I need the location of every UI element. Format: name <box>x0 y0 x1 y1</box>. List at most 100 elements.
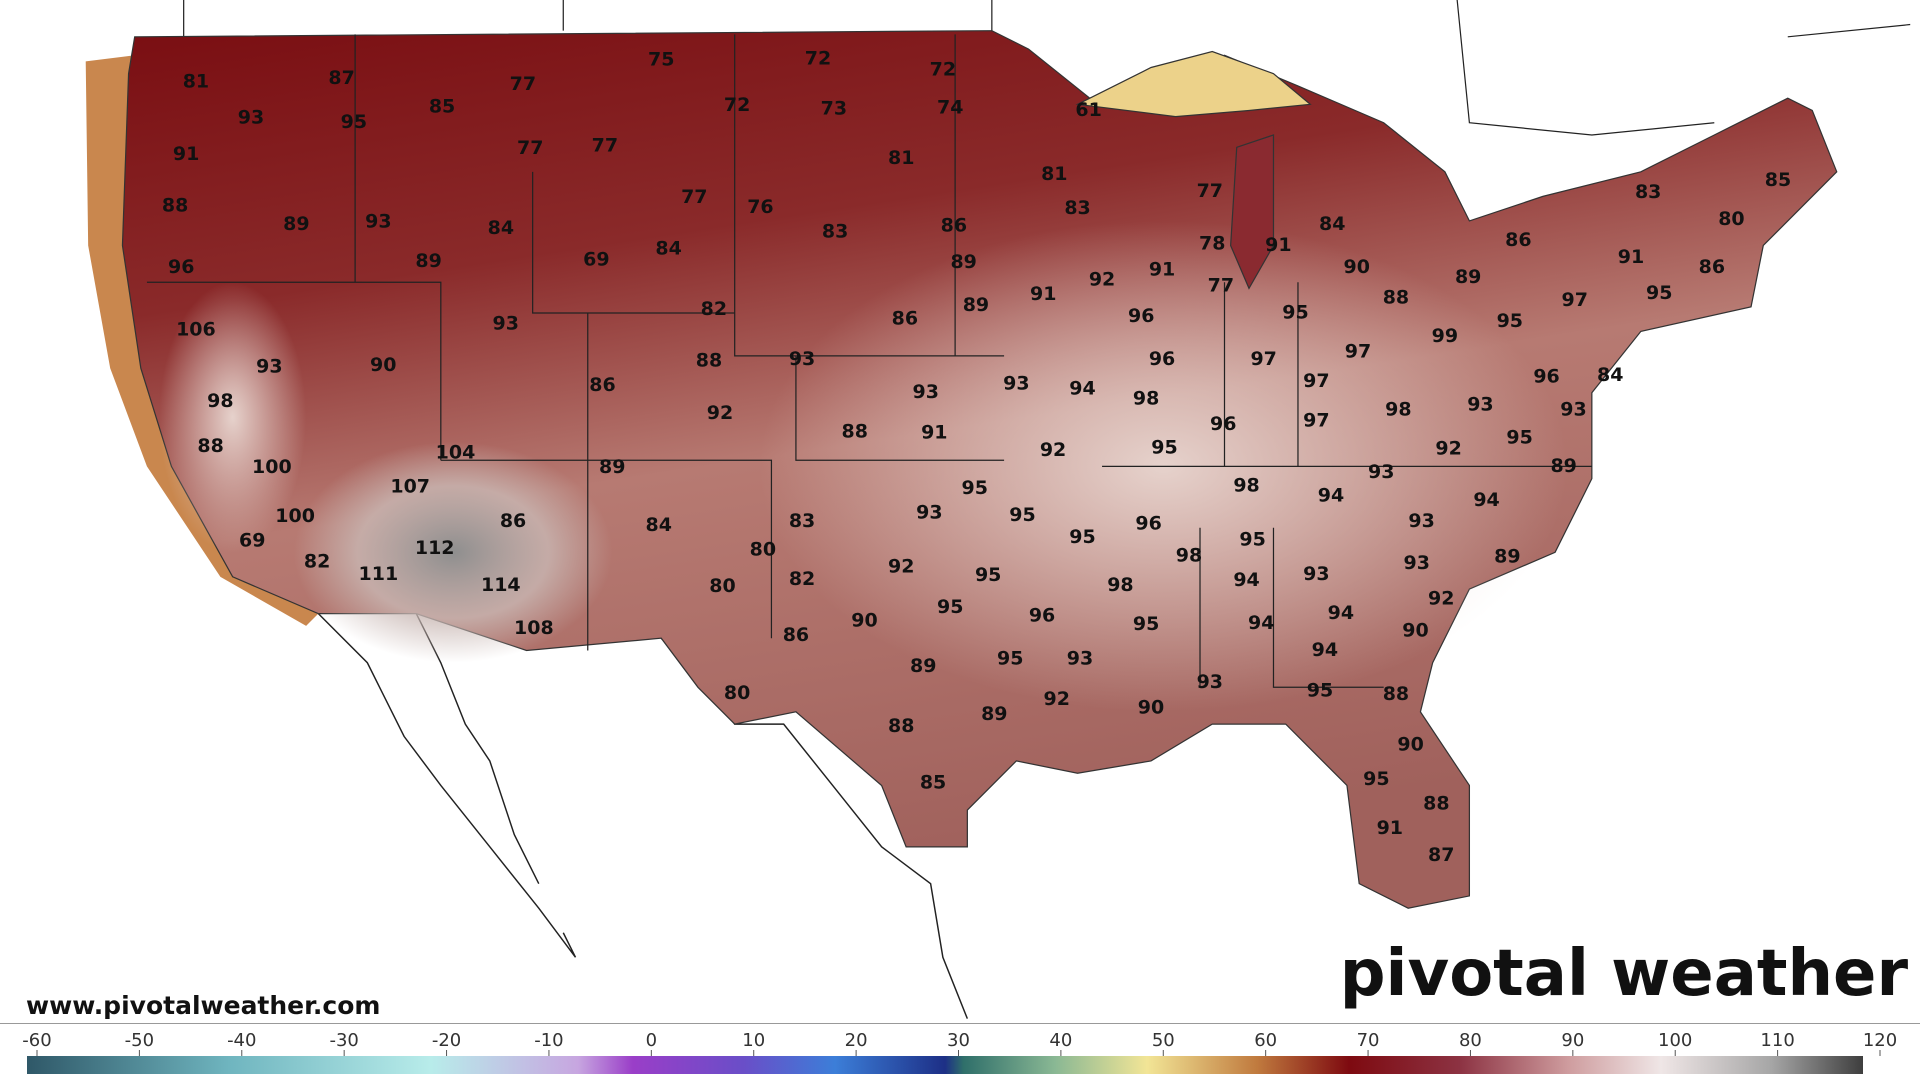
temperature-label: 95 <box>961 477 987 499</box>
temperature-label: 95 <box>1363 768 1389 790</box>
temperature-label: 90 <box>1138 697 1164 719</box>
temperature-label: 100 <box>252 456 292 478</box>
temperature-label: 92 <box>1428 587 1454 609</box>
temperature-label: 93 <box>1067 648 1093 670</box>
temperature-label: 83 <box>822 220 848 242</box>
temperature-label: 69 <box>583 249 609 271</box>
temperature-label: 84 <box>646 514 672 536</box>
temperature-label: 95 <box>341 111 367 133</box>
temperature-label: 92 <box>1435 438 1461 460</box>
divider <box>0 1023 1920 1024</box>
colorbar-tick-label: 80 <box>1459 1030 1482 1051</box>
temperature-label: 97 <box>1561 289 1587 311</box>
lake-superior <box>1075 50 1312 118</box>
heat-california <box>159 282 307 553</box>
temperature-label: 89 <box>950 251 976 273</box>
temperature-label: 93 <box>1404 552 1430 574</box>
colorbar-tick-label: 10 <box>742 1030 765 1051</box>
temperature-label: 111 <box>359 563 399 585</box>
temperature-label: 94 <box>1473 489 1499 511</box>
colorbar-tick-label: -30 <box>329 1030 358 1051</box>
colorbar <box>27 1056 1863 1074</box>
temperature-label: 84 <box>655 238 681 260</box>
temperature-label: 91 <box>1149 259 1175 281</box>
colorbar-tick-label: 20 <box>845 1030 868 1051</box>
temperature-label: 83 <box>1064 197 1090 219</box>
temperature-label: 96 <box>1128 305 1154 327</box>
temperature-label: 95 <box>1506 427 1532 449</box>
temperature-label: 108 <box>514 617 554 639</box>
temperature-label: 95 <box>1151 436 1177 458</box>
canada-border <box>183 0 1911 136</box>
basemap <box>85 0 1911 1019</box>
temperature-label: 97 <box>1303 409 1329 431</box>
temperature-label: 97 <box>1345 341 1371 363</box>
temperature-label: 96 <box>1149 348 1175 370</box>
temperature-label: 95 <box>1307 679 1333 701</box>
colorbar-tick-label: -50 <box>125 1030 154 1051</box>
mexico-outline <box>317 613 969 1019</box>
temperature-label: 93 <box>1467 394 1493 416</box>
temperature-label: 61 <box>1075 99 1101 121</box>
temperature-label: 90 <box>1344 256 1370 278</box>
temperature-label: 104 <box>436 441 476 463</box>
temperature-label: 95 <box>1646 282 1672 304</box>
temperature-label: 80 <box>1718 208 1744 230</box>
colorbar-ticks: -60 -50 -40 -30 -20 -10 0 10 20 30 40 50 60 70 80 90 100… <box>22 1030 1897 1056</box>
temperature-label: 82 <box>789 568 815 590</box>
temperature-label: 80 <box>750 538 776 560</box>
temperature-label: 77 <box>592 135 618 157</box>
temperature-label: 93 <box>365 211 391 233</box>
temperature-label: 86 <box>500 510 526 532</box>
heat-southwest <box>293 441 613 663</box>
temperature-label: 90 <box>370 354 396 376</box>
temperature-label: 98 <box>1176 544 1202 566</box>
temperature-label: 93 <box>1560 398 1586 420</box>
colorbar-tick-label: 70 <box>1357 1030 1380 1051</box>
temperature-label: 78 <box>1199 233 1225 255</box>
temperature-label: 77 <box>510 73 536 95</box>
temperature-label: 93 <box>492 313 518 335</box>
temperature-label: 88 <box>1383 683 1409 705</box>
temperature-label: 93 <box>1408 510 1434 532</box>
temperature-label: 97 <box>1250 348 1276 370</box>
colorbar-tick-label: 110 <box>1760 1030 1794 1051</box>
temperature-label: 94 <box>1233 569 1259 591</box>
colorbar-tick-label: 40 <box>1049 1030 1072 1051</box>
temperature-label: 98 <box>1133 387 1159 409</box>
temperature-label: 85 <box>429 95 455 117</box>
temperature-label: 89 <box>1550 455 1576 477</box>
temperature-label: 80 <box>724 682 750 704</box>
temperature-label: 94 <box>1069 378 1095 400</box>
temperature-label: 90 <box>1397 733 1423 755</box>
temperature-label: 82 <box>304 551 330 573</box>
temperature-labels: 81 87 93 95 85 77 75 72 72 72 73 74 61 91 77 77 81 81 77 83… <box>162 47 1791 866</box>
temperature-label: 94 <box>1328 602 1354 624</box>
temperature-label: 93 <box>789 348 815 370</box>
temperature-label: 92 <box>1044 688 1070 710</box>
temperature-label: 88 <box>197 435 223 457</box>
temperature-label: 89 <box>981 703 1007 725</box>
temperature-label: 72 <box>930 58 956 80</box>
temperature-label: 89 <box>599 456 625 478</box>
temperature-label: 93 <box>1303 563 1329 585</box>
temperature-label: 94 <box>1312 639 1338 661</box>
temperature-label: 91 <box>1265 234 1291 256</box>
temperature-label: 80 <box>709 575 735 597</box>
temperature-label: 84 <box>1319 213 1345 235</box>
temperature-label: 93 <box>912 381 938 403</box>
temperature-label: 89 <box>963 294 989 316</box>
temperature-label: 77 <box>1197 180 1223 202</box>
temperature-label: 85 <box>1765 169 1791 191</box>
temperature-label: 93 <box>1197 671 1223 693</box>
temperature-label: 92 <box>1089 268 1115 290</box>
temperature-label: 83 <box>1635 181 1661 203</box>
temperature-label: 75 <box>648 49 674 71</box>
temperature-label: 95 <box>1133 613 1159 635</box>
watermark-url: www.pivotalweather.com <box>26 991 380 1020</box>
temperature-label: 91 <box>921 422 947 444</box>
temperature-label: 95 <box>937 596 963 618</box>
temperature-label: 88 <box>162 195 188 217</box>
colorbar-tick-label: -40 <box>227 1030 256 1051</box>
